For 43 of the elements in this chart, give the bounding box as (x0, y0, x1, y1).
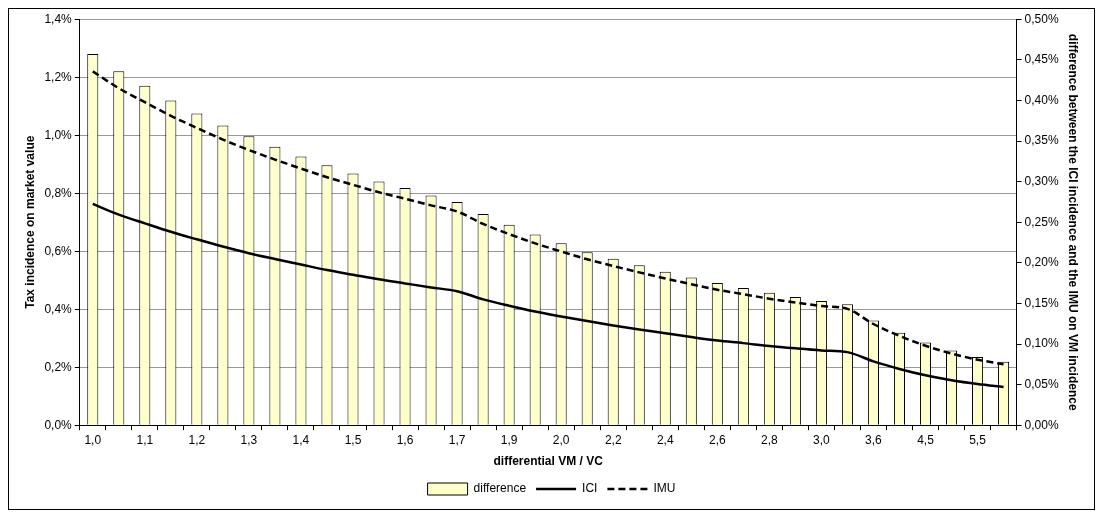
x-tick-label: 1,5 (344, 432, 362, 447)
x-tick-label: 1,4 (292, 432, 310, 447)
legend-label: difference (473, 481, 527, 496)
x-tick-label: 1,9 (500, 432, 518, 447)
y-tick-label: 0,2% (44, 359, 73, 374)
x-tick-label: 1,7 (448, 432, 466, 447)
y2-tick-label: 0,45% (1024, 52, 1059, 67)
y-tick-label: 0,6% (44, 243, 73, 258)
y-axis-title: Tax incidence on market value (22, 135, 37, 309)
y-tick-label: 1,4% (44, 11, 73, 26)
y2-tick-label: 0,10% (1024, 336, 1059, 351)
x-tick-label: 5,5 (969, 432, 987, 447)
y-tick-label: 0,0% (44, 417, 73, 432)
y-tick-label: 0,8% (44, 185, 73, 200)
y2-tick-label: 0,20% (1024, 255, 1059, 270)
y2-tick-label: 0,00% (1024, 417, 1059, 432)
y2-tick-label: 0,05% (1024, 376, 1059, 391)
y-tick-label: 1,0% (44, 127, 73, 142)
x-tick-label: 2,6 (708, 432, 726, 447)
y-tick-label: 1,2% (44, 69, 73, 84)
y2-tick-label: 0,15% (1024, 295, 1059, 310)
y2-tick-label: 0,30% (1024, 173, 1059, 188)
x-tick-label: 2,2 (604, 432, 622, 447)
legend-label: IMU (653, 481, 676, 496)
x-tick-label: 3,6 (865, 432, 883, 447)
y-tick-label: 0,4% (44, 301, 73, 316)
x-tick-label: 2,8 (761, 432, 779, 447)
y2-tick-label: 0,50% (1024, 11, 1059, 26)
x-tick-label: 1,0 (84, 432, 102, 447)
x-tick-label: 1,6 (396, 432, 414, 447)
y2-tick-label: 0,25% (1024, 214, 1059, 229)
x-tick-label: 1,1 (136, 432, 154, 447)
y2-tick-label: 0,35% (1024, 133, 1059, 148)
x-tick-label: 2,4 (656, 432, 674, 447)
legend-label: ICI (582, 481, 598, 496)
x-tick-label: 2,0 (552, 432, 570, 447)
x-tick-label: 1,2 (188, 432, 206, 447)
x-tick-label: 3,0 (813, 432, 831, 447)
y2-tick-label: 0,40% (1024, 92, 1059, 107)
x-tick-label: 4,5 (917, 432, 935, 447)
x-axis-title: differential VM / VC (493, 454, 604, 469)
x-tick-label: 1,3 (240, 432, 258, 447)
y2-axis-title: difference between the ICI incidence and the IMU on VM incidence (1066, 33, 1081, 411)
